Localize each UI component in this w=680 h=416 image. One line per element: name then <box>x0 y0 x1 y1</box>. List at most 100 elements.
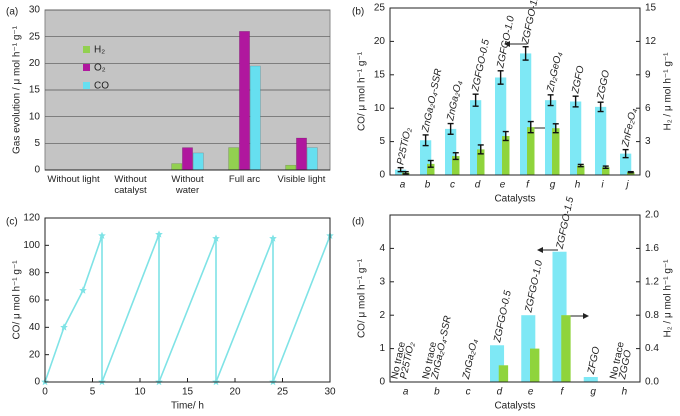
x-axis-label: Catalysts <box>494 194 535 205</box>
x-tick-label: 20 <box>229 387 241 398</box>
x-tick-label: b <box>425 180 431 191</box>
bar <box>228 147 240 171</box>
x-tick-label: d <box>497 387 503 398</box>
panel-label: (d) <box>352 217 364 228</box>
bar <box>552 128 560 175</box>
y-tick-label: 4 <box>379 243 385 254</box>
bar <box>452 156 460 175</box>
y-tick-label: 120 <box>23 213 40 224</box>
y2-axis-label: H₂ / μ mol h⁻¹ g⁻¹ <box>663 52 674 131</box>
x-tick-label: Full arc <box>228 174 261 185</box>
bar <box>602 167 610 175</box>
y-tick-label: 20 <box>374 36 386 47</box>
annotation: ZnFe₂O₄ <box>620 107 639 148</box>
y2-tick-label: 1.2 <box>645 276 659 287</box>
panel-label: (a) <box>6 7 18 18</box>
y-axis-label: CO/ μ mol h⁻¹ g⁻¹ <box>357 51 368 131</box>
y2-tick-label: 2.0 <box>645 210 659 221</box>
y-tick-label: 15 <box>374 69 386 80</box>
y-axis-label: Gas evolution / μ mol h⁻¹ g⁻¹ <box>12 25 23 154</box>
bar <box>502 136 510 175</box>
bar <box>249 65 261 171</box>
y-tick-label: 5 <box>379 136 385 147</box>
bar <box>495 77 507 175</box>
point <box>79 286 87 294</box>
x-tick-label: a <box>400 180 406 191</box>
panel-label: (c) <box>6 217 18 228</box>
annotation: ZGFGO-1.0 <box>523 259 545 314</box>
y2-tick-label: 1.6 <box>645 243 659 254</box>
x-tick-label: h <box>575 180 581 191</box>
x-axis-label: Catalysts <box>494 401 535 412</box>
annotation: Zn₂GeO₄ <box>545 51 564 94</box>
x-tick-label: 5 <box>90 387 96 398</box>
x-tick-label: Without light <box>47 174 100 185</box>
y-tick-label: 80 <box>29 267 41 278</box>
x-axis-label: Time/ h <box>171 401 204 412</box>
annotation: ZGFGO-1.5 <box>554 196 576 251</box>
x-tick-label: j <box>624 180 629 191</box>
y-tick-label: 25 <box>29 31 41 42</box>
bar <box>620 153 632 175</box>
annotation: ZGFGO-0.5 <box>492 289 514 344</box>
panel-label: (b) <box>352 7 364 18</box>
annotation: ZFGO <box>586 345 603 376</box>
point <box>269 234 277 242</box>
x-tick-label: i <box>601 180 604 191</box>
bar <box>477 149 485 175</box>
y-tick-label: 10 <box>374 103 386 114</box>
y-tick-label: 25 <box>374 3 386 14</box>
y2-tick-label: 3 <box>645 136 651 147</box>
bar <box>192 152 204 171</box>
bar <box>627 172 635 175</box>
bar <box>306 147 318 171</box>
x-tick-label: Without water <box>171 174 204 196</box>
x-tick-label: c <box>466 387 471 398</box>
x-tick-label: d <box>475 180 481 191</box>
legend-label: CO <box>94 81 109 92</box>
x-tick-label: 25 <box>277 387 289 398</box>
bar <box>498 365 509 382</box>
legend-label: O₂ <box>94 63 106 74</box>
y2-tick-label: 0.4 <box>645 343 659 354</box>
bar <box>527 127 535 175</box>
y-axis-label: CO/ μ mol h⁻¹ g⁻¹ <box>12 260 23 340</box>
bar <box>182 147 193 171</box>
bar <box>470 100 482 175</box>
y2-tick-label: 12 <box>645 36 657 47</box>
x-tick-label: c <box>450 180 455 191</box>
x-tick-label: g <box>550 180 556 191</box>
bar <box>285 164 297 171</box>
bar <box>561 315 571 382</box>
y-tick-label: 0 <box>379 377 385 388</box>
bar <box>427 163 435 175</box>
point <box>98 231 106 239</box>
bar <box>420 140 432 175</box>
y-axis-label: CO/ μ mol h⁻¹ g⁻¹ <box>357 258 368 338</box>
x-tick-label: f <box>560 387 564 398</box>
legend-swatch <box>83 64 90 71</box>
line <box>44 234 331 383</box>
y2-tick-label: 6 <box>645 103 651 114</box>
x-tick-label: e <box>528 387 534 398</box>
annotation: ZGFO <box>570 65 587 96</box>
y-tick-label: 0 <box>34 377 40 388</box>
annotation: ZGFGO-1.0 <box>495 15 517 70</box>
legend-label: H₂ <box>94 45 105 56</box>
legend-swatch <box>83 46 90 53</box>
x-tick-label: Without catalyst <box>114 174 147 196</box>
bar <box>445 128 457 175</box>
y-tick-label: 2 <box>379 310 385 321</box>
x-tick-label: f <box>526 180 530 191</box>
y-tick-label: 1 <box>379 343 385 354</box>
y-tick-label: 60 <box>29 295 41 306</box>
x-tick-label: a <box>403 387 409 398</box>
y2-tick-label: 0.8 <box>645 310 659 321</box>
bar <box>296 137 307 171</box>
x-tick-label: h <box>622 387 628 398</box>
y-tick-label: 40 <box>29 322 41 333</box>
bar <box>171 163 183 171</box>
point <box>155 230 163 238</box>
